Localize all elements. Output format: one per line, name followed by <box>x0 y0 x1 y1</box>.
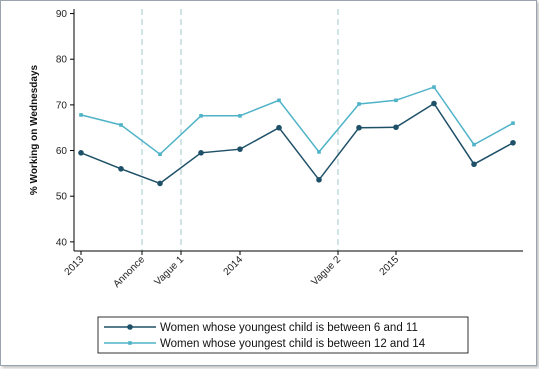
series-line <box>80 86 514 156</box>
series-1 <box>78 100 516 187</box>
y-tick-label: 50 <box>56 192 68 203</box>
data-point <box>158 152 162 156</box>
series-layer <box>78 85 516 187</box>
data-point <box>356 124 362 131</box>
x-tick-label: 2015 <box>378 254 402 278</box>
data-point <box>431 100 437 107</box>
data-point <box>119 123 123 127</box>
data-point <box>510 139 516 146</box>
data-point <box>198 150 204 156</box>
data-point <box>357 102 361 106</box>
x-ticks: 2013 Annonce Vague 1 2014 Vague 2 2015 <box>63 251 402 290</box>
data-point <box>238 114 242 118</box>
legend-item: Women whose youngest child is between 12… <box>104 338 426 350</box>
reference-lines <box>141 9 339 251</box>
data-point <box>78 150 84 156</box>
x-tick-label: Vague 2 <box>310 254 344 288</box>
data-point <box>276 124 282 131</box>
y-axis-title: % Working on Wednesdays <box>29 64 40 195</box>
legend-label: Women whose youngest child is between 12… <box>160 338 426 350</box>
axes <box>73 9 523 252</box>
data-point <box>432 85 436 89</box>
data-point <box>472 142 476 147</box>
y-ticks: 40 50 60 70 80 90 <box>56 9 74 248</box>
legend-item: Women whose youngest child is between 6 … <box>104 322 418 334</box>
series-2 <box>79 85 515 156</box>
data-point <box>157 180 163 187</box>
y-tick-label: 40 <box>56 237 68 248</box>
data-point <box>471 161 477 168</box>
data-point <box>118 166 124 172</box>
y-tick-label: 70 <box>56 100 68 111</box>
series-line <box>80 102 514 185</box>
data-point <box>393 124 399 131</box>
data-point <box>511 121 515 125</box>
x-tick-label: 2013 <box>63 254 87 278</box>
data-point <box>317 150 321 154</box>
data-point <box>237 146 243 152</box>
x-tick-label: Vague 1 <box>153 254 187 288</box>
y-tick-label: 80 <box>56 55 68 66</box>
legend: Women whose youngest child is between 6 … <box>97 316 469 354</box>
data-point <box>199 114 203 118</box>
legend-marker <box>128 341 132 345</box>
data-point <box>394 98 398 103</box>
data-point <box>79 113 83 117</box>
line-chart: 40 50 60 70 80 90 2013 Annonce Vague 1 2014 Vague… <box>29 9 523 354</box>
legend-label: Women whose youngest child is between 6 … <box>160 322 418 334</box>
y-tick-label: 60 <box>56 146 68 157</box>
data-point <box>277 98 281 103</box>
data-point <box>316 176 322 183</box>
y-tick-label: 90 <box>56 9 68 20</box>
legend-marker <box>127 324 133 330</box>
x-tick-label: 2014 <box>222 254 246 278</box>
legend-box <box>97 316 469 354</box>
x-tick-label: Annonce <box>111 254 147 290</box>
